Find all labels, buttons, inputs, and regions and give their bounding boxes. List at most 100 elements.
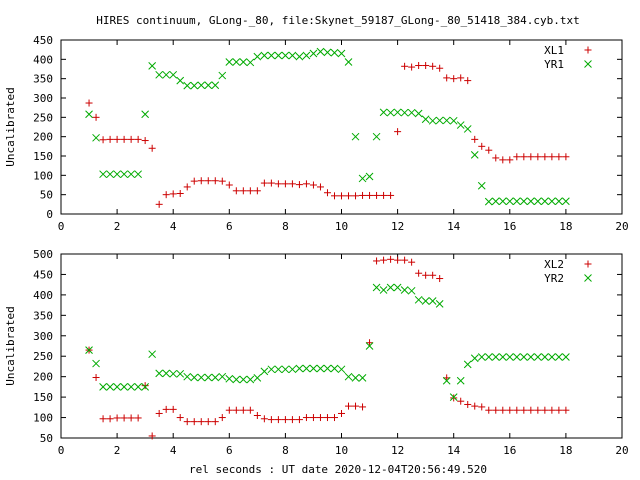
- data-point: [246, 58, 255, 67]
- data-point: [225, 181, 233, 189]
- data-point: [92, 113, 100, 121]
- x-tick-label: 10: [335, 220, 348, 233]
- data-point: [436, 64, 444, 72]
- data-point: [316, 183, 324, 191]
- data-point: [239, 58, 248, 66]
- data-point: [141, 383, 150, 391]
- data-point: [211, 81, 220, 90]
- data-point: [463, 360, 472, 369]
- x-tick-label: 2: [114, 220, 121, 233]
- data-point: [190, 418, 198, 426]
- data-point: [197, 418, 205, 426]
- data-point: [211, 373, 220, 382]
- data-point: [302, 180, 310, 188]
- data-point: [449, 393, 458, 401]
- data-point: [106, 170, 114, 179]
- data-point: [302, 414, 310, 422]
- y-tick-label: 300: [33, 92, 53, 105]
- data-point: [239, 406, 247, 414]
- data-point: [295, 52, 304, 61]
- data-point: [387, 255, 395, 263]
- data-point: [127, 414, 135, 422]
- series-xl2: [85, 255, 570, 440]
- data-point: [99, 136, 107, 144]
- data-point: [533, 197, 542, 206]
- data-point: [330, 364, 339, 373]
- data-point: [218, 177, 226, 185]
- data-point: [274, 51, 283, 60]
- data-point: [408, 63, 416, 71]
- data-point: [422, 62, 430, 70]
- data-point: [429, 62, 437, 70]
- data-point: [316, 47, 325, 56]
- legend-marker: [584, 274, 592, 282]
- data-point: [470, 150, 479, 159]
- data-point: [267, 365, 276, 374]
- data-point: [183, 183, 191, 191]
- data-point: [492, 406, 500, 414]
- x-tick-label: 16: [503, 444, 516, 457]
- data-point: [113, 414, 121, 422]
- data-point: [506, 406, 514, 414]
- data-point: [323, 364, 332, 373]
- data-point: [330, 414, 338, 422]
- data-point: [253, 412, 261, 420]
- data-point: [274, 180, 282, 188]
- data-point: [415, 62, 423, 70]
- data-point: [477, 353, 486, 361]
- data-point: [225, 406, 233, 414]
- data-point: [506, 156, 514, 164]
- data-point: [555, 353, 563, 361]
- data-point: [281, 365, 290, 374]
- chart-title: HIRES continuum, GLong-_80, file:Skynet_…: [96, 14, 579, 27]
- y-tick-label: 50: [40, 189, 53, 202]
- data-point: [400, 286, 409, 294]
- data-point: [169, 405, 177, 413]
- data-point: [225, 374, 234, 383]
- y-tick-label: 400: [33, 289, 53, 302]
- data-point: [204, 373, 213, 382]
- data-point: [260, 415, 268, 423]
- data-point: [429, 271, 437, 279]
- data-point: [358, 374, 367, 382]
- y-tick-label: 400: [33, 53, 53, 66]
- data-point: [555, 197, 563, 206]
- data-point: [330, 192, 338, 200]
- plot-frame: [60, 39, 623, 215]
- data-point: [386, 108, 395, 117]
- y-tick-label: 500: [33, 248, 53, 261]
- data-point: [464, 77, 472, 85]
- data-point: [435, 116, 444, 125]
- data-point: [92, 359, 100, 368]
- data-point: [148, 62, 157, 70]
- data-point: [232, 406, 240, 414]
- x-tick-label: 10: [335, 444, 348, 457]
- data-point: [344, 58, 353, 66]
- data-point: [386, 283, 395, 292]
- data-point: [113, 170, 121, 179]
- data-point: [366, 339, 374, 347]
- data-point: [491, 197, 500, 206]
- data-point: [471, 402, 479, 410]
- data-point: [498, 197, 507, 206]
- data-point: [337, 49, 346, 58]
- data-point: [407, 286, 416, 295]
- data-point: [365, 172, 374, 181]
- data-point: [555, 406, 563, 414]
- x-tick-label: 20: [615, 220, 628, 233]
- data-point: [457, 74, 465, 82]
- data-point: [372, 132, 381, 141]
- data-point: [204, 177, 212, 185]
- data-point: [162, 70, 171, 79]
- y-tick-label: 250: [33, 350, 53, 363]
- data-point: [323, 414, 331, 422]
- data-point: [148, 350, 157, 359]
- data-point: [562, 353, 570, 361]
- data-point: [373, 191, 381, 199]
- data-point: [155, 200, 163, 208]
- data-point: [281, 51, 290, 60]
- data-point: [513, 153, 521, 161]
- data-point: [99, 170, 107, 179]
- y-tick-label: 250: [33, 111, 53, 124]
